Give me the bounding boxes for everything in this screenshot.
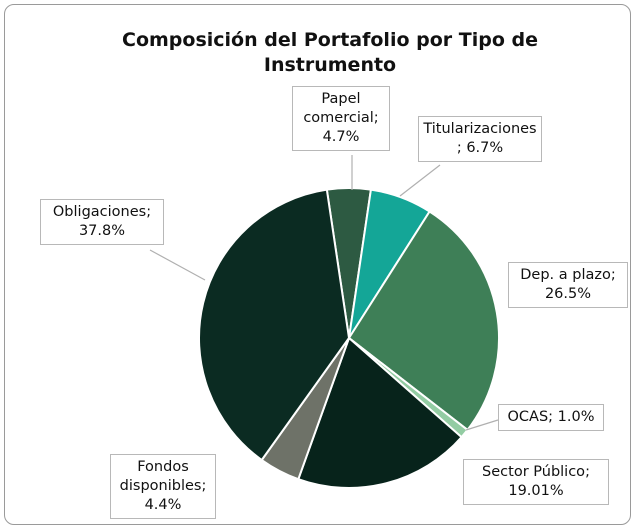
category-label: Papel comercial (303, 91, 374, 126)
label-separator: ; (456, 140, 462, 156)
leader-line (399, 164, 441, 197)
pie-slice (198, 188, 351, 462)
label-separator: ; (201, 478, 207, 494)
value-label: 1.0% (557, 409, 595, 425)
data-label: OCAS; 1.0% (498, 404, 604, 431)
chart-title: Composición del Portafolio por Tipo de I… (122, 29, 538, 76)
value-label: 6.7% (466, 140, 504, 156)
category-label: OCAS (507, 409, 549, 425)
pie-slice (297, 336, 463, 489)
data-label: Papel comercial; 4.7% (292, 86, 390, 151)
data-label: Sector Público; 19.01% (463, 459, 609, 505)
category-label: Dep. a plazo (520, 267, 611, 283)
leader-line (465, 419, 499, 431)
category-label: Titularizaciones (423, 121, 537, 137)
data-label: Obligaciones; 37.8% (40, 199, 164, 245)
data-label: Fondos disponibles; 4.4% (110, 454, 216, 519)
value-label: 26.5% (544, 286, 592, 302)
pie-slice (347, 210, 500, 432)
value-label: 4.4% (144, 497, 182, 513)
data-label: Dep. a plazo; 26.5% (508, 262, 628, 308)
leader-line (149, 249, 206, 281)
category-label: Sector Público (482, 464, 586, 480)
label-separator: ; (610, 267, 616, 283)
label-separator: ; (146, 204, 152, 220)
label-separator: ; (373, 110, 379, 126)
data-label: Titularizaciones; 6.7% (418, 116, 542, 162)
category-label: Obligaciones (52, 204, 147, 220)
label-separator: ; (548, 409, 554, 425)
chart-frame (4, 4, 631, 525)
value-label: 4.7% (322, 129, 360, 145)
label-separator: ; (585, 464, 590, 480)
value-label: 37.8% (78, 223, 126, 239)
value-label: 19.01% (508, 483, 564, 499)
category-label: Fondos disponibles (119, 459, 202, 494)
